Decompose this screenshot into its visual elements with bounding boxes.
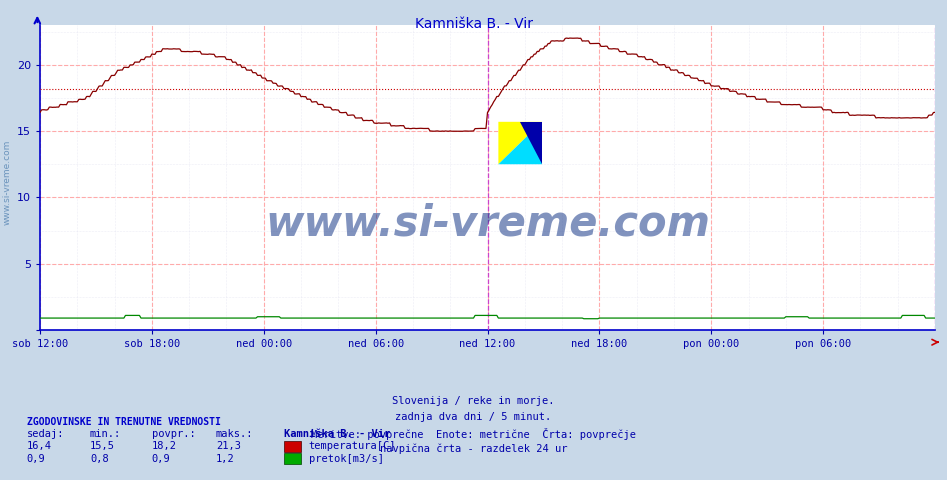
Text: navpična črta - razdelek 24 ur: navpična črta - razdelek 24 ur	[380, 444, 567, 454]
Polygon shape	[498, 122, 542, 164]
Text: 1,2: 1,2	[216, 454, 235, 464]
Text: min.:: min.:	[90, 429, 121, 439]
Text: pretok[m3/s]: pretok[m3/s]	[309, 454, 384, 464]
Text: zadnja dva dni / 5 minut.: zadnja dva dni / 5 minut.	[396, 412, 551, 422]
Text: povpr.:: povpr.:	[152, 429, 195, 439]
Text: temperatura[C]: temperatura[C]	[309, 441, 396, 451]
Text: 16,4: 16,4	[27, 441, 51, 451]
Text: 0,8: 0,8	[90, 454, 109, 464]
Text: Kamniška B. - Vir: Kamniška B. - Vir	[415, 17, 532, 31]
Polygon shape	[520, 122, 542, 164]
Text: Slovenija / reke in morje.: Slovenija / reke in morje.	[392, 396, 555, 406]
Text: 18,2: 18,2	[152, 441, 176, 451]
Polygon shape	[498, 122, 542, 164]
Text: www.si-vreme.com: www.si-vreme.com	[3, 140, 12, 225]
Text: sedaj:: sedaj:	[27, 429, 64, 439]
Text: Kamniška B. - Vir: Kamniška B. - Vir	[284, 429, 390, 439]
Text: ZGODOVINSKE IN TRENUTNE VREDNOSTI: ZGODOVINSKE IN TRENUTNE VREDNOSTI	[27, 417, 221, 427]
Text: Meritve: povprečne  Enote: metrične  Črta: povprečje: Meritve: povprečne Enote: metrične Črta:…	[311, 428, 636, 440]
Text: 15,5: 15,5	[90, 441, 115, 451]
Text: 0,9: 0,9	[152, 454, 170, 464]
Text: maks.:: maks.:	[216, 429, 254, 439]
Text: 21,3: 21,3	[216, 441, 241, 451]
Text: www.si-vreme.com: www.si-vreme.com	[265, 202, 710, 244]
Text: 0,9: 0,9	[27, 454, 45, 464]
